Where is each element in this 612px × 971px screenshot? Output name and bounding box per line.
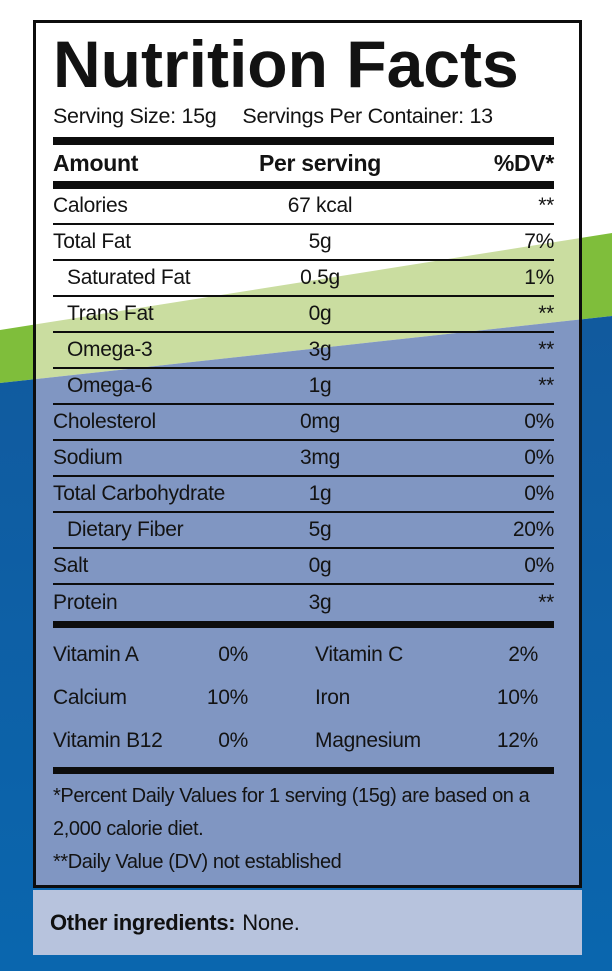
micronutrient-rows: Vitamin A 0% Vitamin C 2% Calcium 10% Iron 10% V… <box>53 628 554 767</box>
micronutrient-row: Calcium 10% Iron 10% <box>53 676 538 719</box>
nutrient-name: Total Fat <box>53 230 131 253</box>
other-ingredients-strip <box>33 890 582 955</box>
nutrient-rows: Calories 67 kcal ** Total Fat 5g 7% Saturated … <box>53 189 554 621</box>
footnote-line: **Daily Value (DV) not established <box>53 851 342 873</box>
micronutrient-row: Vitamin B12 0% Magnesium 12% <box>53 719 538 762</box>
table-row: Calories 67 kcal ** <box>53 189 554 225</box>
nutrient-amount: 3g <box>308 591 332 614</box>
micronutrient-value: 2% <box>508 642 538 666</box>
table-row: Omega-3 3g ** <box>53 333 554 369</box>
micronutrient-name: Vitamin A <box>53 642 139 666</box>
micronutrient-value: 10% <box>496 685 538 709</box>
nutrient-name: Dietary Fiber <box>67 518 184 541</box>
table-row: Protein 3g ** <box>53 585 554 621</box>
thick-divider <box>53 767 554 774</box>
micronutrient-value: 10% <box>206 685 248 709</box>
micronutrient-name: Vitamin B12 <box>53 728 163 752</box>
nutrient-name: Sodium <box>53 446 123 469</box>
label-translucent-fill <box>33 20 582 888</box>
nutrient-amount: 3mg <box>300 446 340 469</box>
serving-size: Serving Size: 15g <box>53 104 217 128</box>
micronutrient-value: 0% <box>218 728 248 752</box>
table-row: Dietary Fiber 5g 20% <box>53 513 554 549</box>
nutrient-name: Protein <box>53 591 118 614</box>
nutrient-dv: ** <box>538 374 554 397</box>
nutrient-amount: 1g <box>308 482 332 505</box>
nutrient-dv: 0% <box>524 482 554 505</box>
nutrient-dv: 0% <box>524 446 554 469</box>
nutrient-dv: 0% <box>524 554 554 577</box>
page-title: Nutrition Facts <box>53 27 519 101</box>
micronutrient-name: Calcium <box>53 685 127 709</box>
nutrient-name: Calories <box>53 194 128 217</box>
other-ingredients-value: None. <box>242 909 300 935</box>
nutrient-dv: 20% <box>512 518 554 541</box>
nutrient-amount: 5g <box>308 230 332 253</box>
nutrient-dv: ** <box>538 338 554 361</box>
nutrient-dv: ** <box>538 194 554 217</box>
other-ingredients: Other ingredients: None. <box>33 890 582 955</box>
thick-divider <box>53 621 554 628</box>
micronutrient-name: Magnesium <box>315 728 421 752</box>
micronutrient-name: Vitamin C <box>315 642 403 666</box>
micronutrient-row: Vitamin A 0% Vitamin C 2% <box>53 633 538 676</box>
micronutrient-value: 0% <box>218 642 248 666</box>
nutrient-amount: 0g <box>308 302 332 325</box>
table-row: Sodium 3mg 0% <box>53 441 554 477</box>
nutrient-name: Saturated Fat <box>67 266 191 289</box>
nutrient-amount: 0.5g <box>300 266 340 289</box>
nutrient-dv: 1% <box>524 266 554 289</box>
nutrient-amount: 5g <box>308 518 332 541</box>
column-header-per-serving: Per serving <box>259 149 381 176</box>
table-row: Saturated Fat 0.5g 1% <box>53 261 554 297</box>
nutrient-name: Cholesterol <box>53 410 156 433</box>
nutrient-name: Salt <box>53 554 88 577</box>
nutrient-amount: 1g <box>308 374 332 397</box>
servings-per-container: Servings Per Container: 13 <box>242 104 493 128</box>
serving-info: Serving Size: 15g Servings Per Container… <box>53 103 554 129</box>
nutrient-name: Total Carbohydrate <box>53 482 226 505</box>
column-header-dv: %DV* <box>493 149 554 176</box>
thick-divider <box>53 137 554 145</box>
nutrient-dv: ** <box>538 591 554 614</box>
other-ingredients-label: Other ingredients: <box>50 909 236 935</box>
nutrient-name: Trans Fat <box>67 302 154 325</box>
table-row: Total Carbohydrate 1g 0% <box>53 477 554 513</box>
nutrient-name: Omega-3 <box>67 338 153 361</box>
table-row: Cholesterol 0mg 0% <box>53 405 554 441</box>
table-row: Omega-6 1g ** <box>53 369 554 405</box>
table-row: Total Fat 5g 7% <box>53 225 554 261</box>
nutrient-dv: 7% <box>524 230 554 253</box>
table-row: Trans Fat 0g ** <box>53 297 554 333</box>
thick-divider <box>53 181 554 189</box>
column-header-amount: Amount <box>53 149 139 176</box>
nutrition-facts-panel: Nutrition Facts Serving Size: 15g Servin… <box>33 20 582 888</box>
micronutrient-name: Iron <box>315 685 350 709</box>
footnotes: *Percent Daily Values for 1 serving (15g… <box>53 780 554 879</box>
nutrient-amount: 3g <box>308 338 332 361</box>
nutrient-amount: 67 kcal <box>287 194 353 217</box>
footnote-line: *Percent Daily Values for 1 serving (15g… <box>53 785 530 840</box>
nutrient-dv: ** <box>538 302 554 325</box>
nutrient-dv: 0% <box>524 410 554 433</box>
nutrient-amount: 0mg <box>300 410 340 433</box>
nutrient-amount: 0g <box>308 554 332 577</box>
table-row: Salt 0g 0% <box>53 549 554 585</box>
table-header: Amount Per serving %DV* <box>53 145 554 181</box>
nutrient-name: Omega-6 <box>67 374 153 397</box>
micronutrient-value: 12% <box>496 728 538 752</box>
